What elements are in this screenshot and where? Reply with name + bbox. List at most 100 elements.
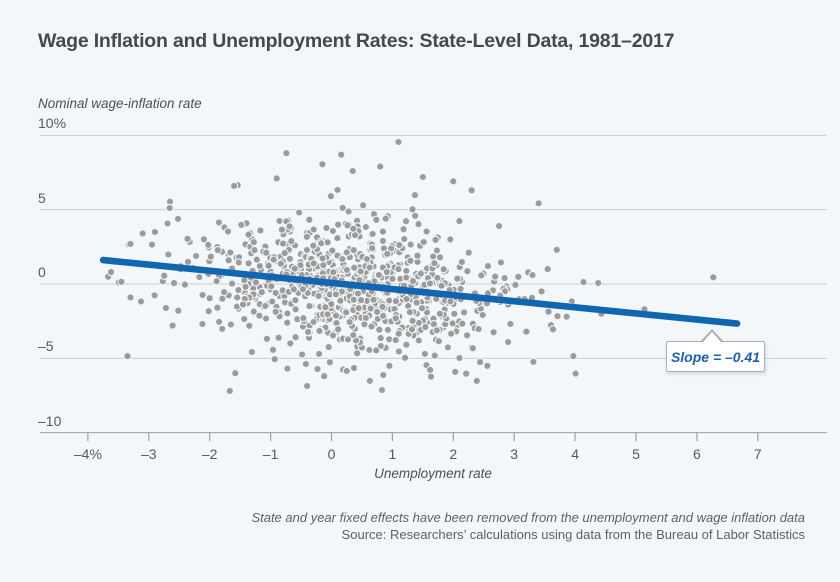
scatter-point [435,253,445,262]
x-tick-label: –2 [201,446,218,462]
scatter-point [191,251,201,261]
scatter-point [326,192,336,201]
scatter-point [333,233,342,243]
footnote-text: State and year fixed effects have been r… [251,510,805,525]
scatter-point [275,216,284,226]
x-tick-label: 0 [327,446,336,462]
scatter-point [356,295,366,305]
scatter-point [372,215,381,224]
scatter-point [168,321,177,330]
scatter-point [344,207,353,216]
scatter-point [378,227,388,236]
scatter-point [459,308,469,317]
scatter-point [321,303,330,312]
scatter-point [514,272,523,281]
scatter-point [419,237,428,247]
scatter-point [271,288,280,298]
scatter-point [195,272,204,282]
scatter-point [204,240,213,250]
scatter-point [388,274,397,283]
scatter-point [238,300,248,309]
scatter-point [467,186,476,195]
scatter-point [426,372,436,381]
scatter-point [426,365,435,375]
scatter-point [277,225,287,234]
scatter-point [126,239,135,249]
scatter-point [147,240,157,249]
scatter-point [416,269,425,278]
scatter-point [126,293,135,302]
scatter-point [245,321,254,330]
scatter-point [349,363,359,373]
scatter-point [286,339,295,348]
scatter-point [500,273,509,283]
scatter-point [229,181,239,191]
scatter-point [430,351,439,360]
scatter-point [212,277,221,286]
scatter-point [349,330,358,340]
scatter-point [164,250,173,259]
scatter-point [342,366,351,376]
scatter-point [468,344,477,353]
scatter-point [543,264,552,274]
scatter-point [428,252,438,261]
scatter-point [226,320,236,329]
scatter-point [183,257,193,267]
scatter-point [333,220,343,229]
scatter-point [338,203,347,213]
x-tick-label: 2 [449,446,458,462]
scatter-point [331,290,341,299]
scatter-point [376,333,385,343]
scatter-point [204,307,213,316]
scatter-point [349,245,358,255]
scatter-point [256,226,265,235]
scatter-point [464,248,473,257]
scatter-point [496,258,506,267]
scatter-point [422,227,431,236]
scatter-point [314,349,324,359]
scatter-point [309,225,318,234]
scatter-point [213,303,222,312]
scatter-point [271,307,280,316]
scatter-point [348,166,357,176]
scatter-point [405,308,415,317]
scatter-point [354,304,363,313]
scatter-point [369,295,378,304]
slope-callout: Slope = –0.41 [666,329,765,372]
scatter-point [548,325,558,334]
scatter-point [338,254,347,264]
scatter-point [413,251,422,260]
scatter-point [402,340,411,349]
scatter-point [571,369,580,378]
scatter-point [283,364,292,373]
scatter-point [483,361,492,370]
scatter-point [353,289,363,298]
scatter-point [287,237,296,246]
scatter-point [483,261,493,271]
scatter-point [378,236,388,246]
scatter-point [161,303,171,313]
scatter-point [375,325,384,334]
scatter-point [302,232,312,241]
scatter-point [475,357,485,367]
scatter-point [418,172,428,182]
scatter-point [315,326,324,336]
scatter-point [309,259,318,268]
scatter-point [358,201,368,210]
scatter-point [150,227,160,237]
scatter-point [377,385,387,395]
scatter-point [365,345,374,355]
scatter-point [421,322,430,332]
scatter-point [331,311,341,320]
scatter-point [291,333,300,342]
x-tick-label: 1 [388,446,397,462]
scatter-point [234,258,243,267]
scatter-point [529,357,538,367]
scatter-point [324,342,333,352]
scatter-point [136,297,146,306]
scatter-point [255,311,264,320]
scatter-point [213,245,222,255]
x-tick-label: 4 [571,446,579,462]
scatter-point [408,276,418,286]
